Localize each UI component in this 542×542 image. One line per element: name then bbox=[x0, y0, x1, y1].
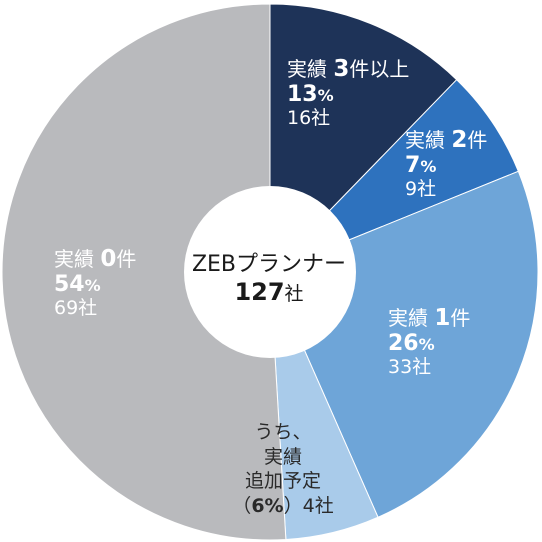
slice-title: 実績 1件 bbox=[388, 305, 471, 331]
center-title: ZEBプランナー bbox=[191, 252, 347, 277]
slice-label-1: 実績 1件 26% 33社 bbox=[388, 305, 470, 379]
slice-percent: 7% bbox=[405, 153, 437, 179]
slice-label-0: 実績 0件 54% 69社 bbox=[54, 246, 136, 320]
slice-percent: 26% bbox=[388, 331, 435, 357]
slice-0 bbox=[1, 3, 287, 541]
center-total: 127社 bbox=[234, 278, 304, 306]
slice-line: 追加予定 bbox=[244, 470, 321, 493]
slice-line: うち、 bbox=[254, 421, 312, 443]
slice-count: 69社 bbox=[54, 296, 98, 319]
slice-count: 16社 bbox=[287, 106, 331, 129]
slice-title: 実績 0件 bbox=[54, 246, 137, 272]
slice-line: 実績 bbox=[263, 445, 302, 468]
slice-count: 33社 bbox=[388, 355, 432, 378]
center-hole bbox=[184, 186, 356, 358]
slice-percent: 13% bbox=[287, 82, 334, 108]
slice-percent: 54% bbox=[54, 272, 101, 298]
slice-title: 実績 2件 bbox=[405, 127, 488, 153]
slice-label-3plus: 実績 3件以上 13% 16社 bbox=[287, 56, 409, 130]
slice-title: 実績 3件以上 bbox=[287, 56, 410, 82]
slice-count: 9社 bbox=[405, 177, 437, 200]
center-label: ZEBプランナー 127社 bbox=[171, 246, 367, 306]
slice-label-2: 実績 2件 7% 9社 bbox=[405, 127, 487, 201]
slice-percent-count: （6%）4社 bbox=[232, 495, 334, 518]
slice-label-planned: うち、 実績 追加予定 （6%）4社 bbox=[228, 420, 338, 519]
